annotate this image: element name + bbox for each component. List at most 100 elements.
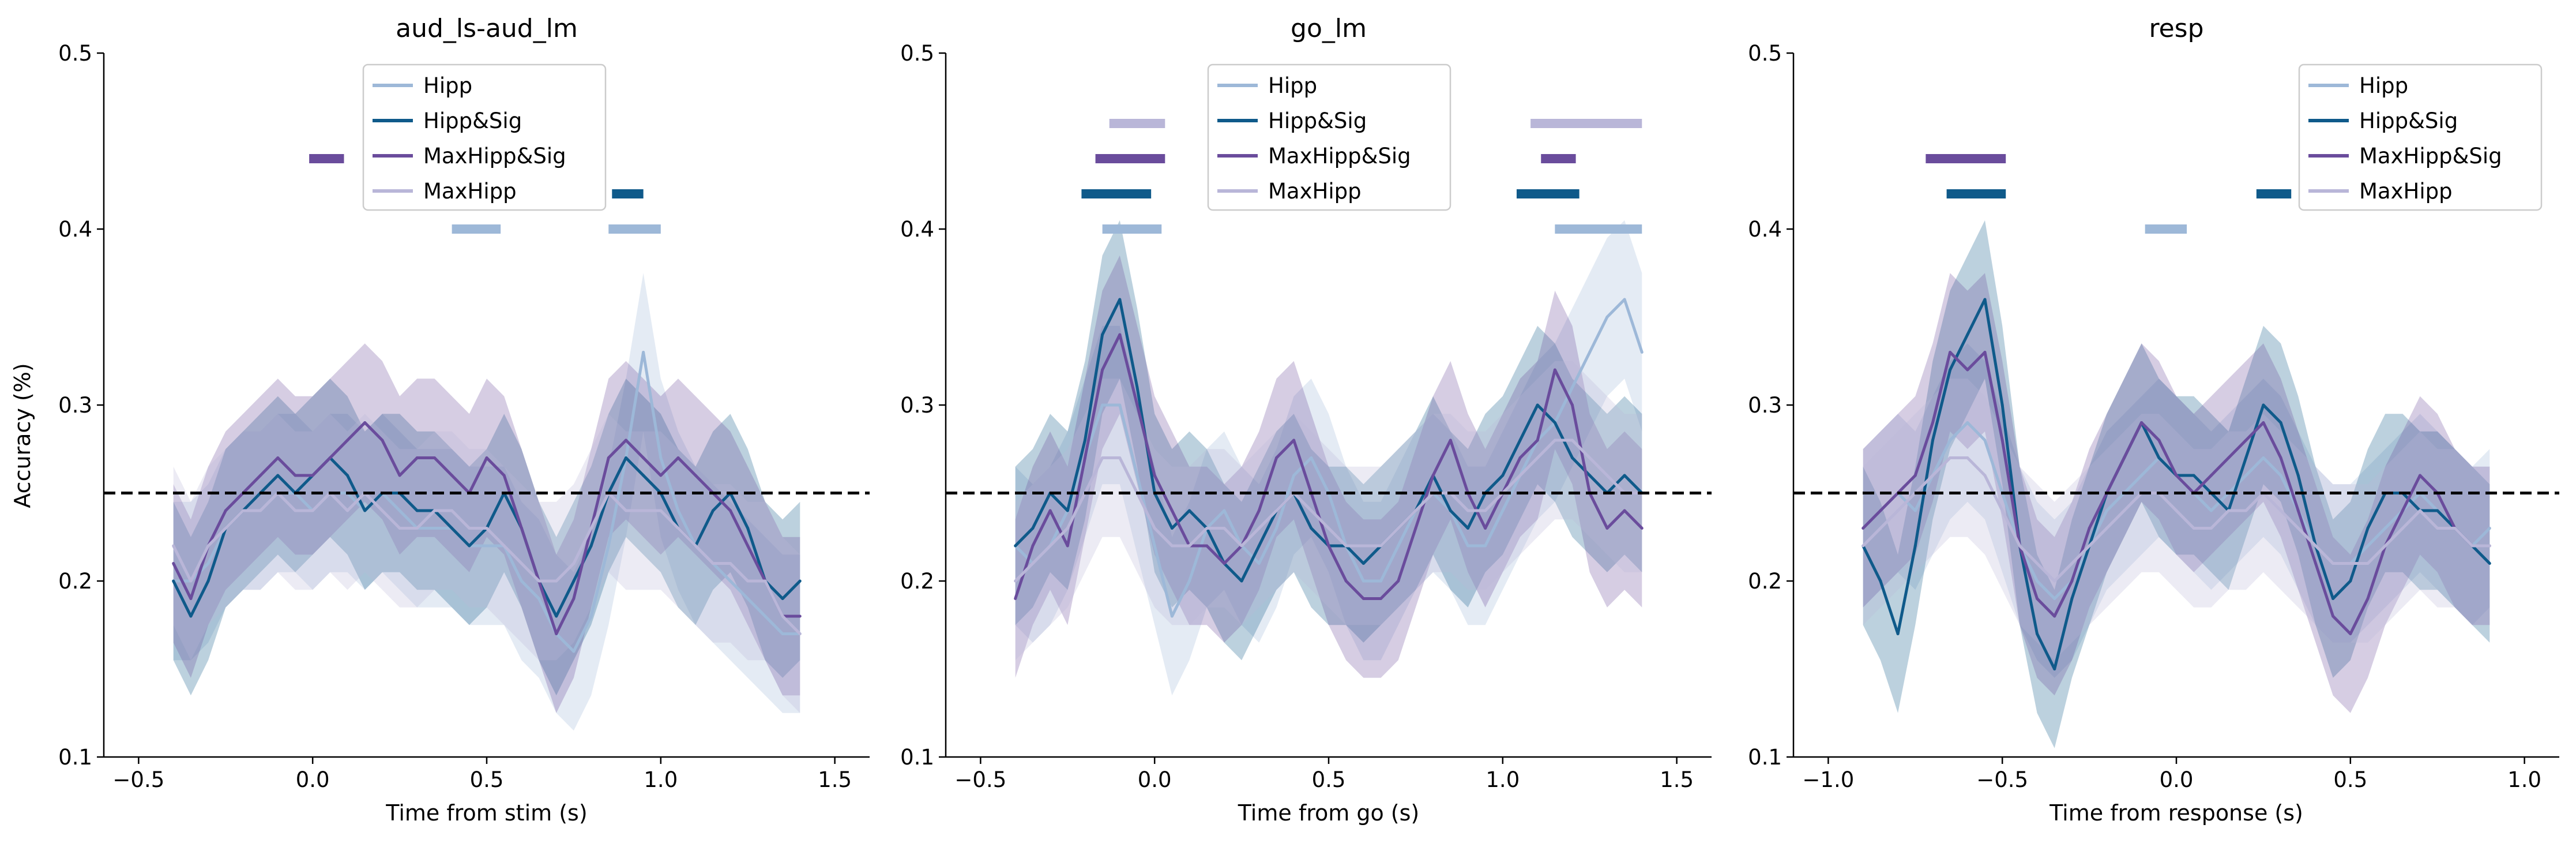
data-point-maxhipp — [1257, 527, 1261, 530]
data-point-maxhipp-sig — [1031, 544, 1035, 548]
data-point-hipp — [537, 597, 541, 600]
data-point-hipp-sig — [2157, 456, 2161, 459]
data-point-maxhipp-sig — [2349, 632, 2352, 635]
data-point-maxhipp — [1536, 456, 1539, 459]
data-point-maxhipp — [1879, 527, 1882, 530]
data-point-maxhipp-sig — [555, 632, 558, 635]
data-point-hipp-sig — [781, 597, 784, 600]
plot-area — [1014, 220, 1644, 696]
data-point-maxhipp — [1310, 509, 1313, 512]
data-point-maxhipp — [2018, 544, 2021, 548]
x-axis-label: Time from go (s) — [1238, 800, 1419, 826]
data-point-hipp — [1379, 579, 1383, 583]
data-point-maxhipp — [1118, 456, 1122, 459]
data-point-maxhipp — [1066, 527, 1069, 530]
band-hipp — [1015, 220, 1642, 696]
chart-panel-2: 0.1 0.2 0.3 0.4 0.5 −0.5 0.0 0.5 1.0 1.5 go_lm Time… — [900, 14, 1712, 826]
data-point-hipp — [2244, 474, 2248, 477]
data-point-maxhipp-sig — [415, 456, 419, 459]
legend-label: Hipp — [423, 73, 472, 98]
band-maxhipp — [1015, 361, 1642, 661]
data-point-maxhipp — [259, 509, 262, 512]
data-point-hipp — [485, 544, 488, 548]
data-point-hipp — [1153, 544, 1156, 548]
data-point-hipp-sig — [2488, 562, 2491, 565]
data-point-hipp — [1949, 439, 1952, 442]
x-tick-label: 1.0 — [1486, 767, 1520, 792]
data-point-maxhipp-sig — [2000, 439, 2004, 442]
data-point-hipp — [1571, 386, 1574, 389]
data-point-maxhipp — [2122, 509, 2126, 512]
data-point-hipp-sig — [555, 614, 558, 618]
x-tick-label: 1.0 — [2507, 767, 2541, 792]
data-point-hipp — [1101, 403, 1104, 407]
data-point-hipp-sig — [2192, 474, 2195, 477]
data-point-hipp — [589, 614, 593, 618]
data-point-maxhipp — [1553, 439, 1556, 442]
data-point-hipp — [642, 351, 645, 354]
data-point-hipp-sig — [172, 579, 175, 583]
data-point-maxhipp-sig — [1101, 368, 1104, 372]
y-axis-label: Accuracy (%) — [10, 363, 35, 508]
data-point-hipp — [1484, 544, 1487, 548]
data-point-hipp — [572, 650, 576, 653]
plot-area — [1862, 220, 2491, 748]
data-point-maxhipp — [1931, 474, 1934, 477]
chart-title: resp — [2149, 14, 2203, 43]
data-point-hipp-sig — [2070, 597, 2074, 600]
data-point-hipp-sig — [1101, 333, 1104, 336]
data-point-maxhipp-sig — [2262, 421, 2265, 424]
data-point-maxhipp — [2296, 527, 2300, 530]
y-tick-label: 0.5 — [58, 41, 92, 66]
data-point-maxhipp-sig — [2314, 562, 2317, 565]
data-point-maxhipp — [1949, 456, 1952, 459]
data-point-maxhipp — [659, 509, 663, 512]
data-point-maxhipp-sig — [1484, 527, 1487, 530]
data-point-maxhipp — [241, 509, 245, 512]
data-point-maxhipp — [2227, 509, 2231, 512]
data-point-hipp — [2053, 597, 2056, 600]
data-point-hipp-sig — [1257, 544, 1261, 548]
data-point-maxhipp — [2401, 527, 2404, 530]
data-point-maxhipp — [537, 579, 541, 583]
data-point-maxhipp-sig — [729, 509, 732, 512]
x-tick-label: −1.0 — [1802, 767, 1854, 792]
data-point-maxhipp — [1605, 474, 1609, 477]
data-point-hipp-sig — [711, 509, 714, 512]
data-point-maxhipp — [1153, 527, 1156, 530]
data-point-maxhipp-sig — [1379, 597, 1383, 600]
data-point-maxhipp — [1274, 509, 1278, 512]
legend-label: Hipp&Sig — [423, 108, 522, 133]
y-tick-label: 0.4 — [58, 217, 92, 242]
data-point-hipp-sig — [1362, 562, 1365, 565]
data-point-maxhipp-sig — [676, 456, 680, 459]
data-point-maxhipp-sig — [2296, 509, 2300, 512]
data-point-hipp — [1605, 316, 1609, 318]
data-point-maxhipp-sig — [2140, 421, 2143, 424]
data-point-hipp — [607, 544, 610, 548]
legend-box — [1207, 63, 1451, 211]
legend-label: MaxHipp — [1268, 179, 1362, 204]
data-point-hipp — [746, 597, 750, 600]
data-point-maxhipp — [2279, 509, 2282, 512]
data-point-hipp-sig — [1966, 333, 1969, 336]
data-point-hipp-sig — [2262, 403, 2265, 407]
data-point-maxhipp — [1048, 544, 1052, 548]
data-point-maxhipp-sig — [1640, 527, 1644, 530]
data-point-maxhipp-sig — [1983, 351, 1987, 354]
data-point-maxhipp — [1362, 544, 1365, 548]
legend-label: MaxHipp — [423, 179, 517, 204]
legend-label: Hipp — [1268, 73, 1317, 98]
data-point-maxhipp-sig — [1344, 579, 1348, 583]
data-point-hipp — [1170, 614, 1174, 618]
data-point-hipp — [2366, 544, 2370, 548]
data-point-maxhipp — [1223, 527, 1226, 530]
data-point-maxhipp — [2192, 527, 2195, 530]
chart-title: aud_ls-aud_lm — [396, 14, 578, 43]
data-point-maxhipp-sig — [2070, 579, 2074, 583]
data-point-maxhipp — [1014, 579, 1017, 583]
data-point-hipp-sig — [2366, 527, 2370, 530]
data-point-maxhipp — [694, 544, 697, 548]
legend-label: Hipp — [2359, 73, 2408, 98]
y-tick-label: 0.1 — [1748, 745, 1782, 770]
